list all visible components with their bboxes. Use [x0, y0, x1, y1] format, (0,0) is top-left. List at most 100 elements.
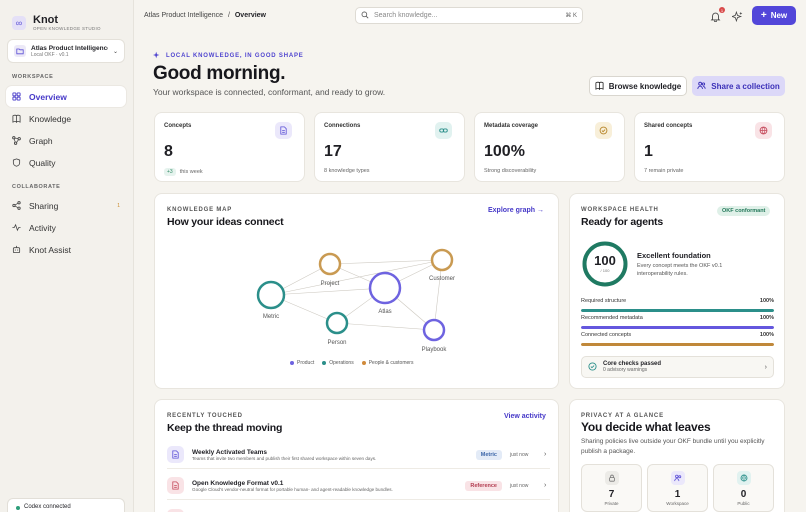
assist-button[interactable] [730, 9, 744, 23]
sidebar-item-activity[interactable]: Activity [6, 217, 126, 238]
codex-status[interactable]: Codex connected [7, 498, 125, 512]
health-score-max: / 100 [600, 268, 610, 273]
legend-dot-icon [290, 361, 294, 365]
explore-graph-label: Explore graph [488, 207, 536, 214]
stat-label: Connections [324, 123, 361, 129]
people-icon [697, 81, 706, 92]
legend-item: People & customers [361, 360, 414, 366]
sparkle-icon [730, 9, 743, 26]
node-label-project: Project [321, 281, 340, 287]
tile-label: Workspace [666, 501, 689, 506]
progress-bar-recommended [581, 326, 774, 329]
sidebar-item-sharing[interactable]: Sharing 1 [6, 195, 126, 216]
privacy-tile-public[interactable]: 0 Public [713, 464, 774, 512]
node-customer[interactable] [430, 248, 454, 272]
search-placeholder: Search knowledge... [374, 12, 438, 19]
link-icon [435, 122, 452, 139]
status-dot-icon [16, 506, 20, 510]
sidebar-item-knowledge[interactable]: Knowledge [6, 108, 126, 129]
stat-foot-text: Strong discoverability [484, 168, 537, 174]
graph-canvas: Metric Project Atlas Customer Person Pla… [256, 248, 455, 353]
node-metric[interactable] [256, 280, 286, 310]
plus-icon: + [760, 9, 767, 21]
sidebar-item-quality[interactable]: Quality [6, 152, 126, 173]
explore-graph-link[interactable]: Explore graph → [488, 207, 544, 214]
tile-value: 1 [674, 489, 681, 500]
stat-value: 17 [324, 143, 342, 160]
book-icon [595, 81, 604, 92]
document-icon [275, 122, 292, 139]
app-name: Knot [33, 14, 59, 26]
share-collection-button[interactable]: Share a collection [692, 76, 785, 96]
list-item-title: Weekly Activated Teams [192, 448, 268, 456]
node-playbook[interactable] [422, 318, 446, 342]
stat-label: Shared concepts [644, 123, 693, 129]
lock-icon [604, 471, 619, 485]
nav-section-workspace: WORKSPACE [12, 74, 54, 80]
core-checks-row[interactable]: Core checks passed 0 advisory warnings › [581, 356, 774, 378]
stat-foot-text: 8 knowledge types [324, 168, 370, 174]
sidebar: ∞ Knot OPEN KNOWLEDGE STUDIO Atlas Produ… [0, 0, 134, 512]
new-button[interactable]: + New [752, 6, 796, 25]
page-title: Good morning. [153, 63, 286, 84]
check-circle-icon [588, 358, 597, 376]
search-input[interactable]: Search knowledge... ⌘ K [355, 7, 583, 24]
breadcrumb-root[interactable]: Atlas Product Intelligence [144, 12, 223, 19]
privacy-tile-private[interactable]: 7 Private [581, 464, 642, 512]
sidebar-item-label: Knot Assist [29, 244, 72, 255]
bar-value: 100% [759, 298, 774, 304]
check-circle-icon [595, 122, 612, 139]
shield-icon [12, 158, 21, 167]
search-icon [361, 11, 369, 21]
view-activity-link[interactable]: View activity [504, 413, 546, 420]
sidebar-item-graph[interactable]: Graph [6, 130, 126, 151]
node-atlas[interactable] [368, 271, 402, 305]
share-icon [12, 201, 21, 210]
legend-label: People & customers [368, 360, 414, 366]
globe-icon [736, 471, 751, 485]
workspace-name: Atlas Product Intelligence [31, 44, 108, 52]
document-icon [167, 477, 184, 494]
node-person[interactable] [325, 311, 349, 335]
stat-card-connections[interactable]: Connections 17 8 knowledge types [314, 112, 465, 182]
privacy-tile-workspace[interactable]: 1 Workspace [647, 464, 708, 512]
tile-label: Private [604, 501, 619, 506]
browse-knowledge-button[interactable]: Browse knowledge [589, 76, 687, 96]
sidebar-item-knot-assist[interactable]: Knot Assist [6, 239, 126, 260]
health-summary-title: Excellent foundation [637, 251, 711, 260]
node-label-metric: Metric [263, 314, 279, 320]
bar-label-recommended: Recommended metadata 100% [581, 315, 774, 321]
stat-foot-text: this week [179, 169, 203, 175]
list-item-title: Open Knowledge Format v0.1 [192, 479, 284, 487]
chevron-down-icon: ⌄ [112, 48, 118, 55]
workspace-switcher[interactable]: Atlas Product Intelligence Local OKF · v… [7, 39, 125, 63]
stat-card-concepts[interactable]: Concepts 8 +3 this week [154, 112, 305, 182]
legend-dot-icon [322, 361, 327, 365]
list-item[interactable]: Open Knowledge Format v0.1 Google Cloud'… [167, 472, 550, 500]
document-icon [167, 446, 184, 463]
codex-status-label: Codex connected [24, 504, 71, 510]
core-checks-sub: 0 advisory warnings [603, 367, 648, 373]
page-subtitle: Your workspace is connected, conformant,… [153, 87, 386, 97]
legend-label: Product [297, 360, 315, 366]
privacy-card: PRIVACY AT A GLANCE You decide what leav… [569, 399, 785, 512]
list-item[interactable]: Weekly Activated Teams Teams that invite… [167, 441, 550, 469]
sidebar-item-label: Overview [29, 91, 67, 102]
list-item[interactable] [167, 503, 550, 512]
pulse-icon [12, 223, 21, 232]
folder-icon [14, 45, 26, 57]
stat-card-metadata[interactable]: Metadata coverage 100% Strong discoverab… [474, 112, 625, 182]
brand[interactable]: ∞ Knot OPEN KNOWLEDGE STUDIO [12, 14, 101, 31]
node-label-atlas: Atlas [378, 309, 391, 315]
stat-card-shared[interactable]: Shared concepts 1 7 remain private [634, 112, 785, 182]
list-item-desc: Teams that invite two members and publis… [192, 455, 377, 461]
chevron-right-icon: › [764, 363, 767, 371]
node-project[interactable] [318, 252, 342, 276]
notifications-button[interactable]: 1 [710, 7, 725, 23]
type-tag: Metric [475, 449, 502, 460]
sparkle-icon [153, 51, 161, 61]
health-summary-text: Every concept meets the OKF v0.1 interop… [637, 263, 723, 277]
bar-value: 100% [759, 332, 774, 338]
sidebar-item-overview[interactable]: Overview [6, 86, 126, 107]
tile-label: Public [737, 501, 750, 506]
